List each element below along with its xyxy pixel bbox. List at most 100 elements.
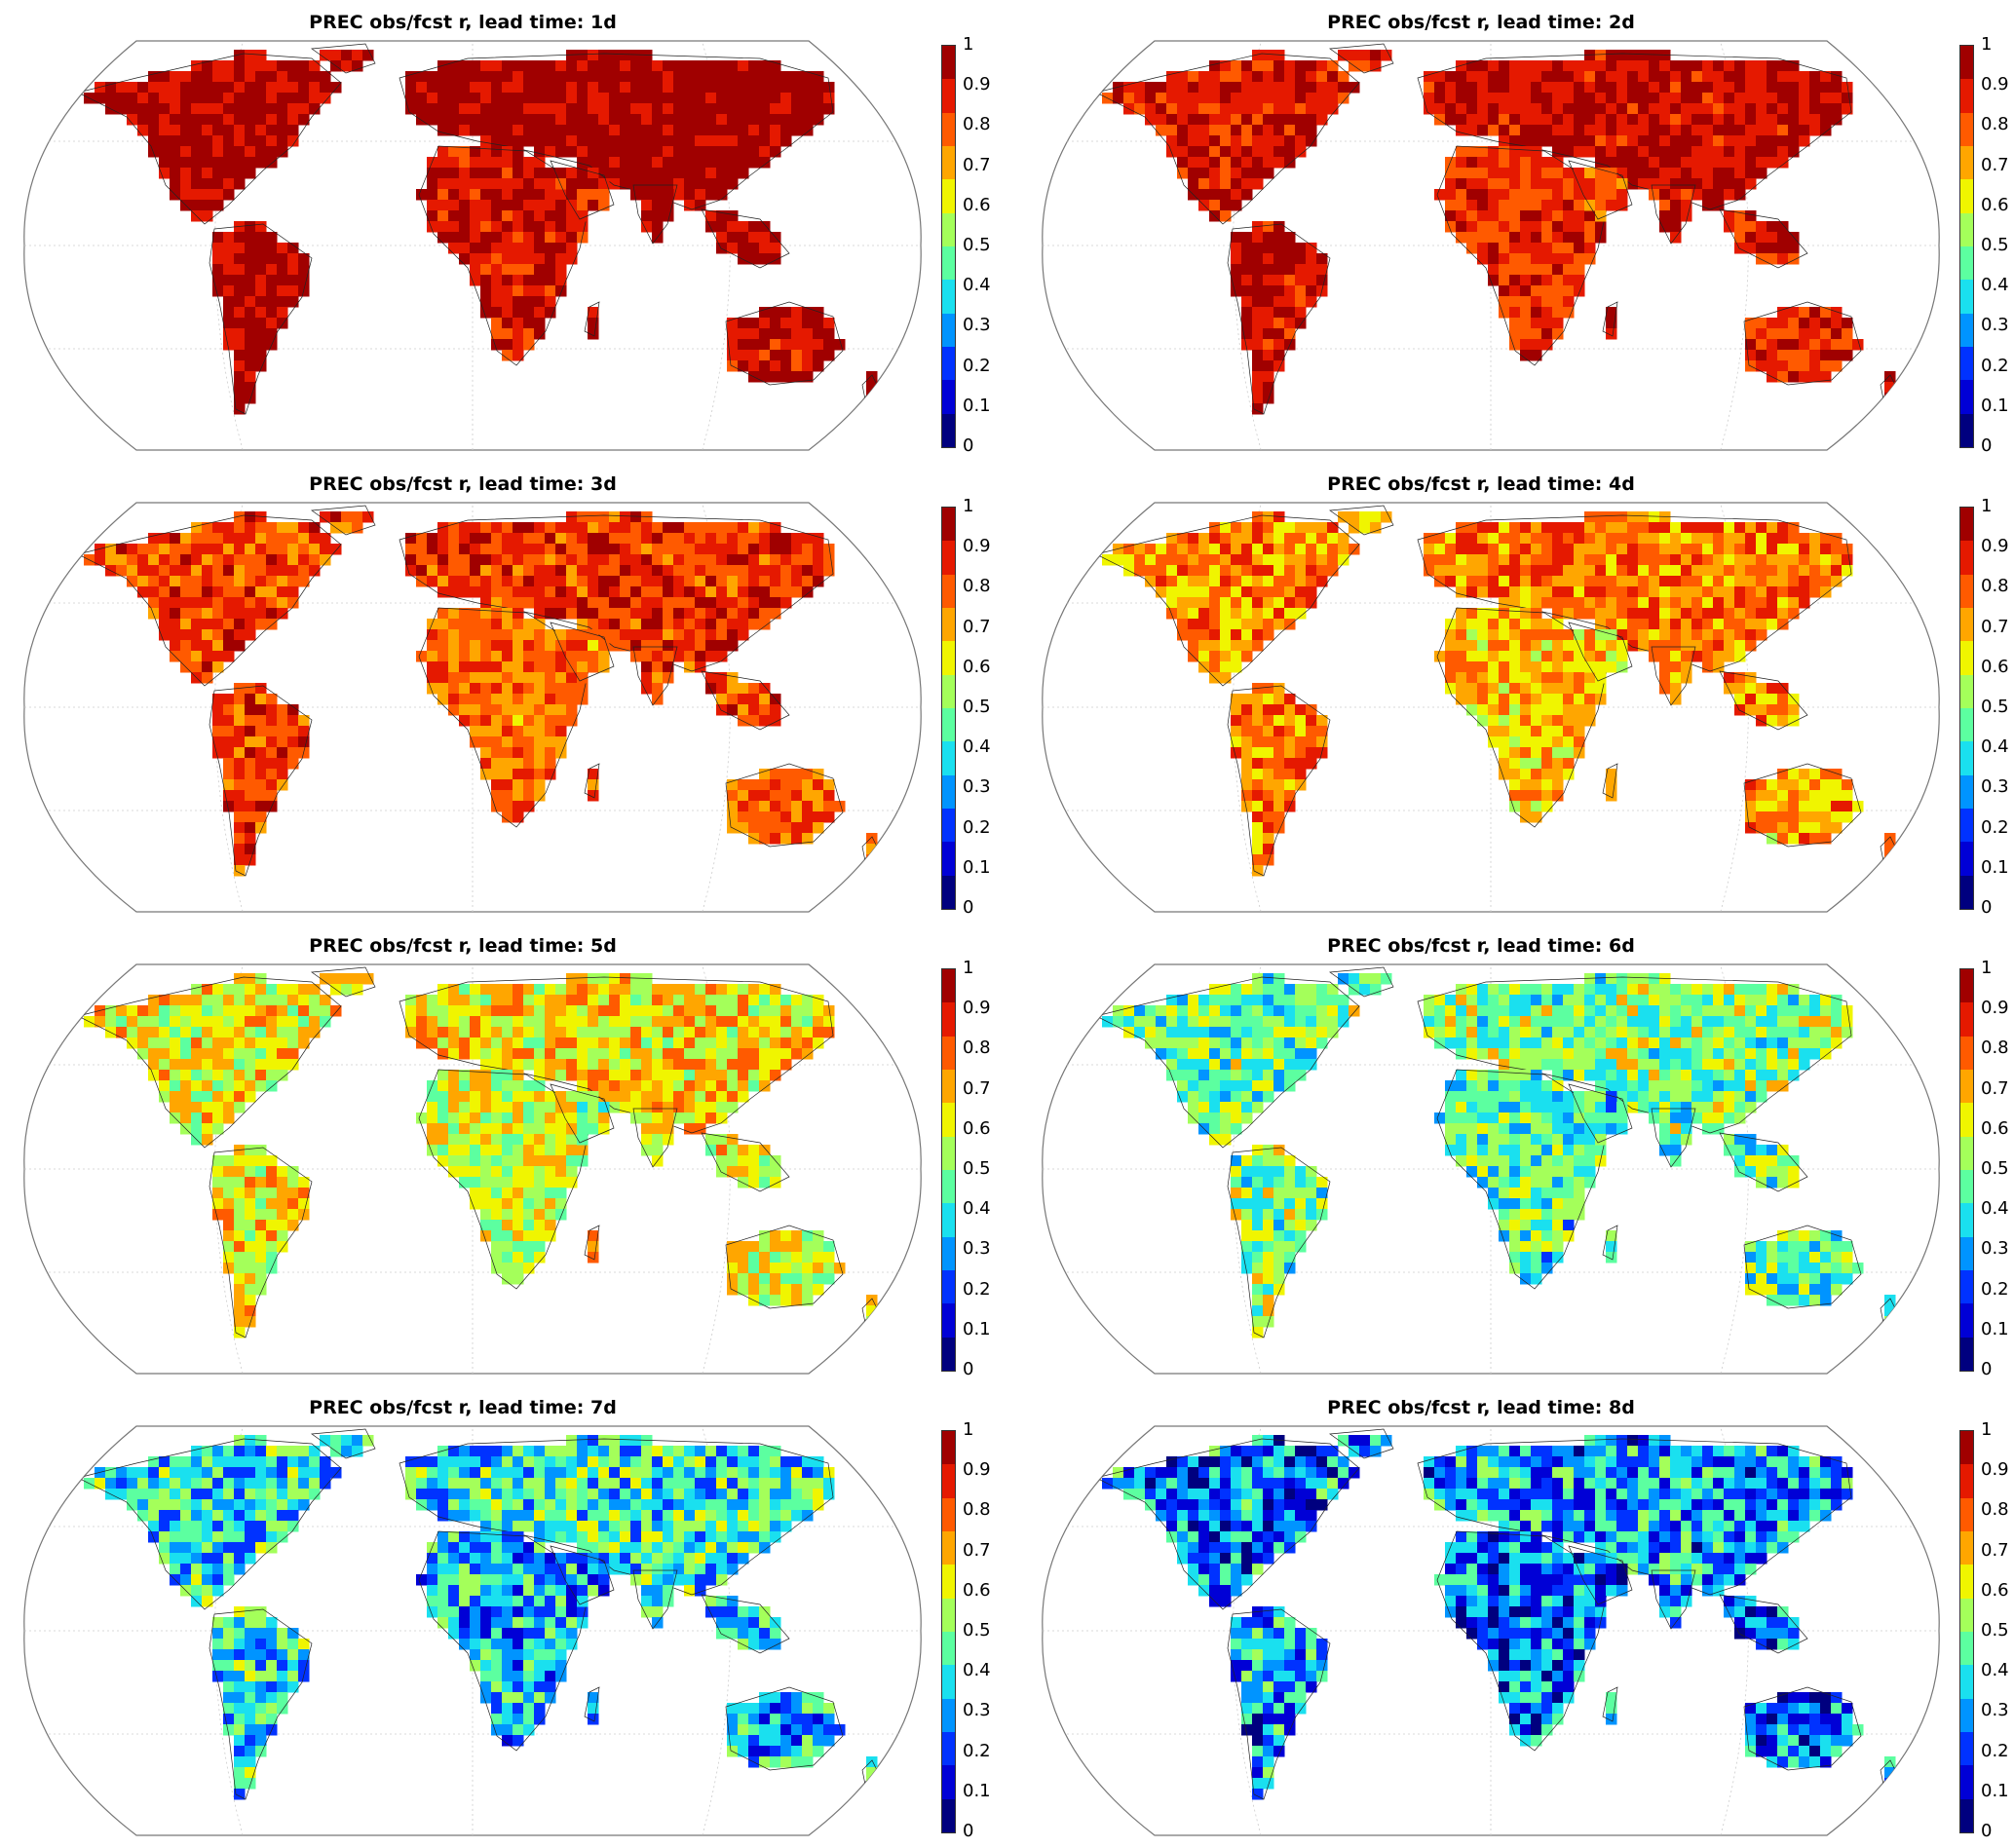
colorbar-segment: [1960, 842, 1973, 876]
colorbar: [941, 968, 956, 1372]
colorbar-tick-label: 0.2: [963, 819, 991, 837]
colorbar-tick-label: 0.9: [1981, 76, 2009, 94]
panel-title: PREC obs/fcst r, lead time: 8d: [1028, 1397, 1934, 1418]
colorbar-segment: [1960, 146, 1973, 180]
colorbar: [1959, 968, 1974, 1372]
colorbar-segment: [1960, 674, 1973, 708]
colorbar-segment: [1960, 1698, 1973, 1732]
colorbar-segment: [942, 347, 955, 381]
colorbar-segment: [1960, 1070, 1973, 1104]
colorbar-tick-label: 0.2: [1981, 1281, 2009, 1299]
panel-title: PREC obs/fcst r, lead time: 1d: [10, 12, 916, 33]
colorbar-segment: [942, 1036, 955, 1070]
colorbar-segment: [942, 1431, 955, 1465]
colorbar-tick-label: 0.4: [963, 1662, 991, 1679]
colorbar-tick-label: 0.4: [1981, 1200, 2009, 1218]
colorbar-segment: [1960, 1170, 1973, 1204]
colorbar-segment: [942, 1170, 955, 1204]
colorbar-segment: [1960, 1270, 1973, 1304]
colorbar-tick-label: 0.1: [1981, 397, 2009, 415]
colorbar-tick-label: 0.6: [1981, 1120, 2009, 1138]
colorbar-segment: [1960, 641, 1973, 675]
colorbar-tick-label: 0.6: [1981, 197, 2009, 214]
colorbar-segment: [942, 809, 955, 843]
colorbar-segment: [942, 1698, 955, 1732]
colorbar-segment: [1960, 380, 1973, 414]
colorbar-segment: [1960, 1103, 1973, 1137]
colorbar-segment: [942, 969, 955, 1003]
colorbar-segment: [1960, 875, 1973, 909]
colorbar-segment: [942, 1497, 955, 1531]
colorbar-tick-label: 0.6: [963, 1582, 991, 1600]
colorbar-segment: [1960, 1002, 1973, 1037]
colorbar-tick-label: 0.1: [963, 859, 991, 877]
world-map: [19, 501, 926, 915]
colorbar-segment: [1960, 708, 1973, 742]
colorbar-segment: [1960, 79, 1973, 113]
colorbar-segment: [942, 1103, 955, 1137]
colorbar-tick-label: 0.7: [1981, 1080, 2009, 1098]
world-map: [1038, 1424, 1944, 1838]
colorbar-tick-label: 0.5: [963, 1160, 991, 1178]
colorbar-tick-label: 0.1: [963, 1321, 991, 1339]
colorbar-tick-label: 0.2: [963, 1281, 991, 1299]
colorbar-tick-label: 0.9: [1981, 999, 2009, 1017]
colorbar-tick-label: 0.7: [963, 619, 991, 636]
colorbar-segment: [1960, 112, 1973, 146]
colorbar-segment: [1960, 1531, 1973, 1565]
colorbar-tick-label: 0.1: [963, 397, 991, 415]
colorbar-tick-label: 0.7: [963, 157, 991, 174]
colorbar-segment: [1960, 1497, 1973, 1531]
colorbar-tick-label: 1: [963, 36, 973, 54]
colorbar-tick-label: 0.1: [1981, 1321, 2009, 1339]
colorbar-tick-label: 0.6: [963, 197, 991, 214]
colorbar-tick-label: 1: [1981, 1421, 1992, 1439]
colorbar-tick-label: 1: [963, 960, 973, 977]
colorbar-segment: [1960, 1798, 1973, 1832]
world-map: [19, 962, 926, 1377]
colorbar-segment: [942, 1236, 955, 1270]
colorbar-tick-label: 0.2: [1981, 358, 2009, 375]
colorbar-tick-label: 0.6: [1981, 1582, 2009, 1600]
colorbar-tick-label: 0.9: [963, 76, 991, 94]
colorbar-segment: [942, 708, 955, 742]
colorbar-segment: [1960, 1632, 1973, 1666]
colorbar-segment: [942, 79, 955, 113]
colorbar: [941, 45, 956, 448]
colorbar-tick-label: 0: [1981, 1823, 1992, 1840]
colorbar-tick-label: 0.3: [1981, 778, 2009, 796]
colorbar-tick-label: 0.1: [963, 1783, 991, 1800]
colorbar-tick-label: 0: [963, 1361, 973, 1378]
colorbar-segment: [1960, 741, 1973, 775]
colorbar-segment: [1960, 179, 1973, 213]
colorbar-segment: [942, 1203, 955, 1237]
colorbar-segment: [942, 1565, 955, 1599]
colorbar-segment: [1960, 969, 1973, 1003]
colorbar-tick-label: 0.6: [1981, 659, 2009, 676]
colorbar-tick-label: 0.3: [1981, 1702, 2009, 1719]
colorbar-tick-label: 0.5: [1981, 1160, 2009, 1178]
colorbar-tick-label: 0: [963, 899, 973, 917]
colorbar-segment: [942, 1798, 955, 1832]
colorbar-segment: [1960, 246, 1973, 281]
colorbar-tick-label: 0.3: [963, 1702, 991, 1719]
colorbar-tick-label: 0.8: [963, 578, 991, 595]
colorbar-segment: [1960, 280, 1973, 314]
world-map: [1038, 962, 1944, 1377]
colorbar-tick-label: 0.3: [963, 778, 991, 796]
colorbar-segment: [1960, 1598, 1973, 1632]
colorbar-tick-label: 0: [963, 1823, 973, 1840]
colorbar-segment: [942, 1464, 955, 1498]
colorbar-segment: [1960, 1464, 1973, 1498]
colorbar-tick-label: 0.5: [1981, 237, 2009, 254]
colorbar-tick-label: 0.9: [963, 1461, 991, 1479]
colorbar-segment: [1960, 508, 1973, 542]
panel-title: PREC obs/fcst r, lead time: 3d: [10, 473, 916, 495]
colorbar-tick-label: 0.1: [1981, 859, 2009, 877]
